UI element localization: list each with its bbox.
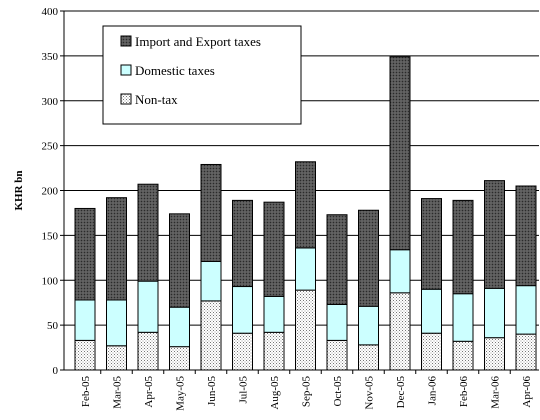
x-tick-label-apr-06: Apr-06 (521, 376, 533, 408)
bar-segment-non-tax-jan-06 (422, 333, 442, 370)
bar-segment-import-and-export-taxes-apr-05 (138, 184, 158, 281)
x-tick-label-jun-05: Jun-05 (206, 376, 218, 406)
bar-segment-domestic-taxes-feb-05 (75, 300, 95, 340)
x-tick-label-mar-05: Mar-05 (112, 376, 124, 409)
y-axis-title: KHR bn (13, 170, 25, 210)
bar-segment-import-and-export-taxes-sep-05 (296, 162, 316, 248)
x-tick-label-feb-06: Feb-06 (458, 376, 470, 408)
y-tick-label-0: 0 (53, 365, 59, 377)
y-tick-label-250: 250 (42, 141, 59, 153)
legend: Import and Export taxes Domestic taxes Non… (103, 26, 301, 124)
bar-segment-import-and-export-taxes-oct-05 (327, 215, 347, 305)
legend-label-non-tax: Non-tax (135, 92, 178, 107)
bar-segment-domestic-taxes-nov-05 (359, 306, 379, 345)
y-tick-label-400: 400 (42, 6, 59, 18)
bar-segment-non-tax-oct-05 (327, 340, 347, 370)
bar-segment-domestic-taxes-feb-06 (453, 294, 473, 342)
x-tick-label-jul-05: Jul-05 (238, 376, 250, 404)
x-tick-label-aug-05: Aug-05 (269, 376, 281, 410)
x-tick-label-dec-05: Dec-05 (395, 376, 407, 409)
legend-label-import-and-export-taxes: Import and Export taxes (135, 34, 261, 49)
bar-segment-domestic-taxes-jan-06 (422, 289, 442, 333)
bar-segment-import-and-export-taxes-jan-06 (422, 199, 442, 290)
bar-segment-import-and-export-taxes-may-05 (170, 214, 190, 307)
legend-swatch-import-and-export-taxes (121, 36, 131, 46)
x-tick-label-may-05: May-05 (175, 376, 187, 411)
legend-swatch-non-tax (121, 94, 131, 104)
bar-segment-import-and-export-taxes-jul-05 (233, 200, 253, 286)
x-tick-label-oct-05: Oct-05 (332, 376, 344, 407)
x-tick-label-nov-05: Nov-05 (364, 376, 376, 410)
bar-segment-import-and-export-taxes-jun-05 (201, 164, 221, 261)
bar-segment-non-tax-apr-05 (138, 332, 158, 370)
bar-segment-domestic-taxes-sep-05 (296, 248, 316, 290)
bar-segment-domestic-taxes-jul-05 (233, 287, 253, 334)
bar-segment-non-tax-apr-06 (516, 334, 536, 370)
bar-segment-non-tax-feb-05 (75, 340, 95, 370)
bar-segment-domestic-taxes-apr-05 (138, 281, 158, 332)
bar-segment-import-and-export-taxes-mar-06 (485, 181, 505, 289)
bar-segment-non-tax-mar-05 (107, 346, 127, 370)
bar-segment-non-tax-feb-06 (453, 341, 473, 370)
x-tick-label-mar-06: Mar-06 (490, 376, 502, 409)
bar-segment-import-and-export-taxes-feb-05 (75, 208, 95, 300)
bar-segment-domestic-taxes-mar-06 (485, 288, 505, 337)
bar-segment-domestic-taxes-may-05 (170, 307, 190, 346)
bar-segment-non-tax-may-05 (170, 347, 190, 370)
bar-segment-import-and-export-taxes-aug-05 (264, 202, 284, 296)
bar-segment-domestic-taxes-aug-05 (264, 296, 284, 332)
legend-label-domestic-taxes: Domestic taxes (135, 63, 215, 78)
bar-segment-domestic-taxes-mar-05 (107, 300, 127, 346)
bar-segment-non-tax-jun-05 (201, 301, 221, 370)
y-tick-label-150: 150 (42, 230, 59, 242)
legend-swatch-domestic-taxes (121, 65, 131, 75)
bar-segment-import-and-export-taxes-feb-06 (453, 200, 473, 293)
y-tick-label-350: 350 (42, 51, 59, 63)
bar-segment-non-tax-dec-05 (390, 293, 410, 370)
bar-segment-domestic-taxes-apr-06 (516, 286, 536, 334)
bar-segment-import-and-export-taxes-nov-05 (359, 210, 379, 306)
y-tick-label-200: 200 (42, 186, 59, 198)
y-tick-label-50: 50 (47, 320, 59, 332)
bar-segment-import-and-export-taxes-apr-06 (516, 186, 536, 286)
x-tick-label-apr-05: Apr-05 (143, 376, 155, 408)
x-tick-label-jan-06: Jan-06 (427, 376, 439, 406)
bar-segment-import-and-export-taxes-mar-05 (107, 198, 127, 300)
bar-segment-import-and-export-taxes-dec-05 (390, 57, 410, 250)
x-tick-label-sep-05: Sep-05 (301, 376, 313, 408)
bar-segment-non-tax-sep-05 (296, 290, 316, 370)
bar-segment-domestic-taxes-dec-05 (390, 250, 410, 293)
bar-segment-non-tax-aug-05 (264, 332, 284, 370)
y-tick-label-100: 100 (42, 275, 59, 287)
bar-segment-non-tax-mar-06 (485, 338, 505, 370)
x-tick-label-feb-05: Feb-05 (80, 376, 92, 408)
bar-segment-non-tax-nov-05 (359, 345, 379, 370)
bar-segment-domestic-taxes-oct-05 (327, 304, 347, 340)
y-tick-label-300: 300 (42, 96, 59, 108)
bar-segment-non-tax-jul-05 (233, 333, 253, 370)
bar-segment-domestic-taxes-jun-05 (201, 261, 221, 300)
